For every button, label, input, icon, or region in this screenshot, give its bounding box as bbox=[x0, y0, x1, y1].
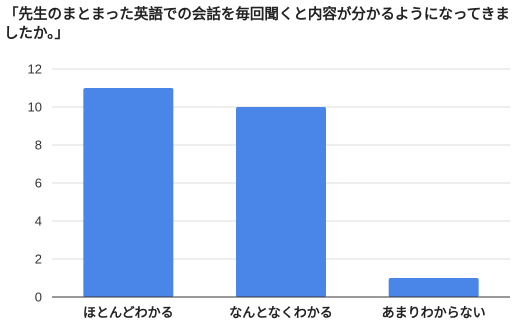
y-tick-label: 4 bbox=[35, 214, 42, 229]
chart-title: 「先生のまとまった英語での会話を毎回聞くと内容が分かるようになってきましたか。」 bbox=[4, 7, 510, 42]
y-tick-label: 0 bbox=[35, 290, 42, 305]
y-tick-label: 10 bbox=[28, 100, 42, 115]
y-tick-label: 2 bbox=[35, 252, 42, 267]
bar bbox=[236, 107, 326, 297]
bar bbox=[83, 88, 174, 297]
bar bbox=[388, 278, 479, 297]
y-tick-label: 8 bbox=[35, 138, 42, 153]
y-tick-label: 12 bbox=[28, 62, 42, 77]
x-category-label: ほとんどわかる bbox=[83, 306, 174, 321]
bars bbox=[83, 88, 479, 297]
x-category-label: なんとなくわかる bbox=[229, 306, 333, 321]
y-tick-label: 6 bbox=[35, 176, 42, 191]
x-axis-labels: ほとんどわかる なんとなくわかる あまりわからない bbox=[83, 306, 486, 321]
y-axis-ticks: 0 2 4 6 8 10 12 bbox=[28, 62, 42, 305]
x-category-label: あまりわからない bbox=[382, 306, 486, 321]
